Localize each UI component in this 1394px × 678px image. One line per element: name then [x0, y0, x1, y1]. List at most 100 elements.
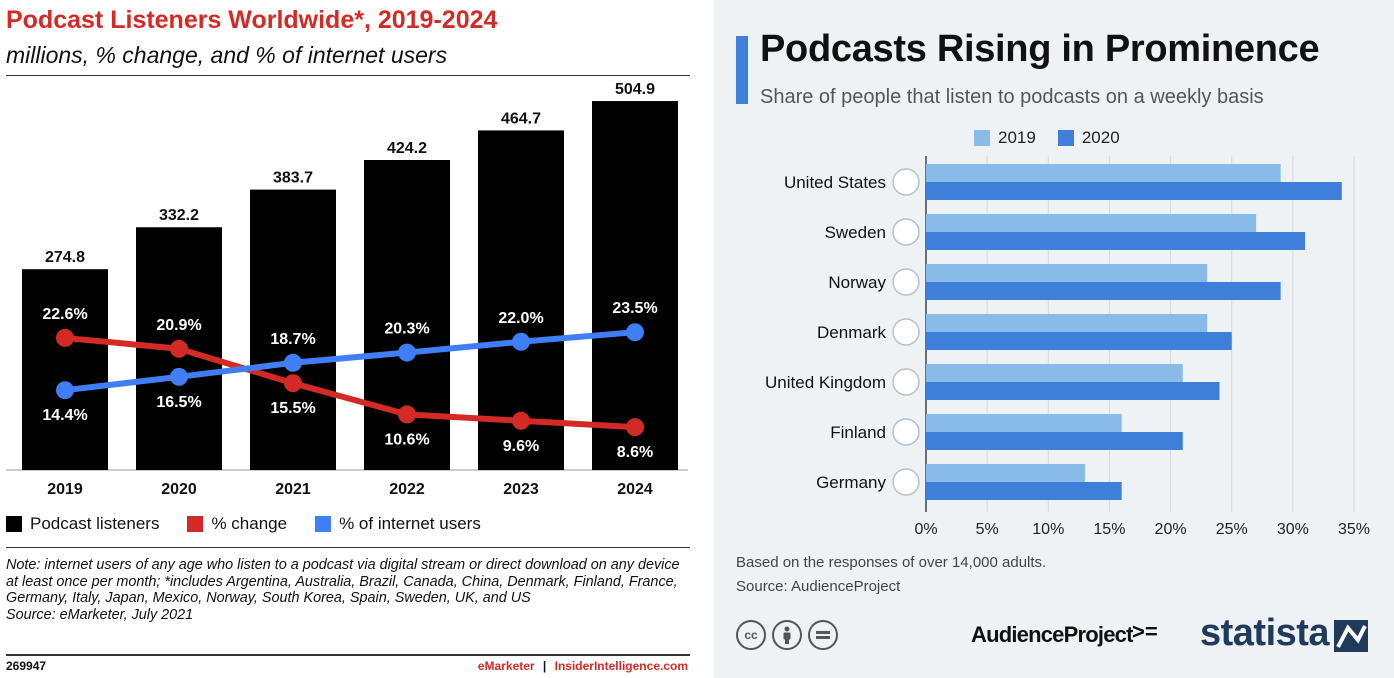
x-tick-label: 2023 [503, 481, 539, 498]
bar-2020 [926, 482, 1122, 500]
pct-internet-point [170, 367, 188, 386]
pct-change-label: 20.9% [156, 317, 201, 334]
pct-internet-point [626, 323, 644, 342]
category-label: United Kingdom [765, 373, 886, 392]
bar-2020 [926, 432, 1183, 450]
brand-emarketer: eMarketer [477, 659, 535, 673]
bar-2019 [926, 314, 1208, 332]
bar-2024 [592, 101, 678, 471]
pct-internet-point [284, 353, 302, 372]
pct-change-label: 8.6% [617, 444, 653, 461]
right-chart-legend: 2019 2020 [974, 128, 1120, 148]
note-text: Note: internet users of any age who list… [6, 557, 680, 607]
bar-value-label: 274.8 [45, 249, 85, 266]
x-tick-label: 10% [1032, 521, 1064, 538]
x-tick-label: 20% [1155, 521, 1187, 538]
legend-swatch-pct-internet [315, 516, 332, 532]
bar-2019 [926, 264, 1208, 282]
podcast-listeners-chart: 274.8 2019 332.2 2020 383.7 2021 424.2 2022 464.… [6, 81, 688, 498]
bar-value-label: 464.7 [501, 110, 541, 127]
right-chart-panel: Podcasts Rising in Prominence Share of p… [714, 0, 1394, 678]
bar-value-label: 504.9 [615, 81, 655, 98]
flag-icon [892, 468, 920, 496]
brand-insider-link[interactable]: InsiderIntelligence.com [554, 659, 688, 673]
x-tick-label: 35% [1338, 521, 1370, 538]
pct-change-label: 15.5% [270, 400, 315, 417]
bar-2019 [926, 414, 1122, 432]
flag-icon [892, 368, 920, 396]
legend-podcast-listeners: Podcast listeners [6, 514, 159, 534]
pct-internet-label: 18.7% [270, 331, 315, 348]
x-tick-label: 2022 [389, 481, 425, 498]
x-tick-label: 0% [914, 521, 937, 538]
legend-label-2019: 2019 [998, 128, 1036, 147]
pct-change-point [626, 418, 644, 437]
pct-internet-label: 14.4% [42, 407, 87, 424]
pct-internet-label: 16.5% [156, 394, 201, 411]
statista-logo: statista [1200, 612, 1330, 654]
pct-change-point [170, 339, 188, 358]
title-accent-bar [736, 36, 748, 104]
bar-2019 [926, 214, 1257, 232]
legend-label-listeners: Podcast listeners [30, 514, 160, 533]
left-chart-subtitle: millions, % change, and % of internet us… [6, 42, 448, 68]
legend-label-pct-change: % change [211, 514, 288, 533]
legend-swatch-2019 [974, 130, 990, 146]
pct-change-label: 22.6% [42, 306, 87, 323]
x-tick-label: 30% [1277, 521, 1309, 538]
note-divider [6, 547, 690, 548]
statista-logo-icon [1334, 620, 1368, 652]
person-icon [772, 620, 802, 650]
legend-2019: 2019 [974, 128, 1036, 148]
flag-icon [892, 168, 920, 196]
category-label: Norway [828, 273, 886, 292]
pct-change-point [56, 328, 74, 347]
brand-separator: | [542, 659, 547, 673]
legend-pct-change: % change [187, 514, 287, 534]
pct-internet-label: 23.5% [612, 300, 657, 317]
pct-change-label: 9.6% [503, 438, 539, 455]
bar-value-label: 383.7 [273, 170, 313, 187]
source-text: Source: eMarketer, July 2021 [6, 606, 194, 623]
x-tick-label: 25% [1216, 521, 1248, 538]
podcast-weekly-share-chart: 0% 5% 10% 15% 20% 25% 30% 35% United States Swede… [765, 156, 1370, 538]
x-tick-label: 5% [976, 521, 999, 538]
bar-2021 [250, 189, 336, 470]
bar-2019 [926, 364, 1183, 382]
legend-swatch-2020 [1057, 130, 1074, 146]
right-chart-note: Based on the responses of over 14,000 ad… [736, 554, 1047, 571]
left-chart-title: Podcast Listeners Worldwide*, 2019-2024 [6, 6, 498, 34]
pct-internet-label: 20.3% [384, 321, 429, 338]
cc-icon: cc [736, 620, 766, 650]
bar-value-label: 332.2 [159, 207, 199, 224]
category-label: Finland [830, 423, 886, 442]
right-chart-source: Source: AudienceProject [736, 578, 901, 595]
creative-commons-icons: cc [736, 620, 838, 650]
bar-2019 [926, 464, 1085, 482]
pct-change-point [284, 374, 302, 393]
pct-internet-point [512, 332, 530, 351]
left-chart-legend: Podcast listeners % change % of internet… [6, 513, 481, 535]
legend-pct-internet: % of internet users [315, 514, 481, 534]
bar-2020 [926, 382, 1220, 400]
left-brand: eMarketer | InsiderIntelligence.com [478, 659, 688, 673]
category-label: Germany [816, 473, 886, 492]
left-chart-note: Note: internet users of any age who list… [6, 557, 690, 623]
x-tick-label: 2019 [47, 481, 83, 498]
pct-change-point [398, 405, 416, 424]
pct-internet-line [64, 329, 636, 394]
legend-swatch-listeners [6, 516, 22, 532]
bar-value-label: 424.2 [387, 140, 427, 157]
category-label: United States [784, 173, 886, 192]
flag-icon [892, 318, 920, 346]
bar-2020 [926, 282, 1281, 300]
pct-change-point [512, 411, 530, 430]
left-chart-panel: Podcast Listeners Worldwide*, 2019-2024 … [0, 0, 694, 678]
x-tick-label: 2021 [275, 481, 311, 498]
category-label: Denmark [817, 323, 886, 342]
flag-icon [892, 418, 920, 446]
legend-label-pct-internet: % of internet users [339, 514, 481, 533]
legend-label-2020: 2020 [1081, 128, 1120, 147]
bar-2020 [926, 232, 1306, 250]
bar-2020 [926, 182, 1342, 200]
